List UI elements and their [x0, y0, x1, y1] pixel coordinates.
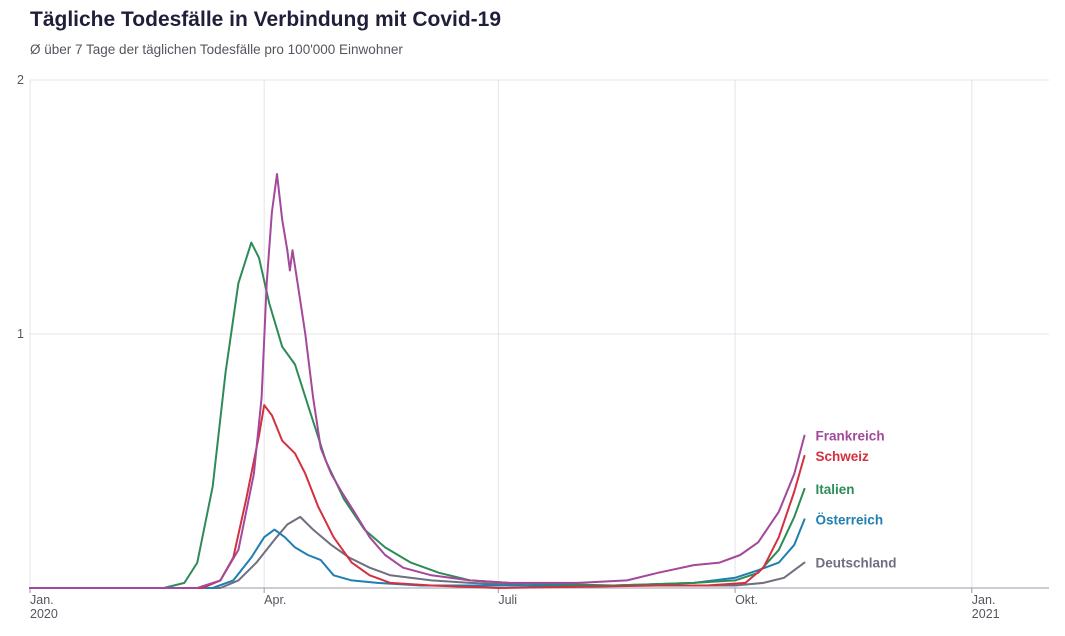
series-line-italien [29, 241, 806, 589]
x-tick-sublabel: 2020 [30, 607, 58, 621]
gridlines [29, 79, 1049, 588]
series-label-schweiz: Schweiz [816, 449, 870, 464]
x-tick-label: Jan. [972, 593, 996, 607]
series-lines [29, 173, 806, 589]
series-line-schweiz [29, 404, 806, 589]
y-tick-label: 2 [17, 73, 24, 87]
chart-subtitle: Ø über 7 Tage der täglichen Todesfälle p… [30, 42, 403, 57]
x-tick-label: Okt. [735, 593, 758, 607]
y-tick-label: 1 [17, 327, 24, 341]
series-label-deutschland: Deutschland [816, 556, 897, 571]
x-tick-label: Jan. [30, 593, 54, 607]
x-tick-sublabel: 2021 [972, 607, 1000, 621]
x-tick-label: Juli [498, 593, 517, 607]
chart-title: Tägliche Todesfälle in Verbindung mit Co… [30, 8, 502, 31]
series-line-frankreich [29, 173, 806, 589]
x-tick-label: Apr. [264, 593, 286, 607]
series-label-italien: Italien [816, 482, 855, 497]
series-line-deutschland [29, 515, 806, 589]
series-label-frankreich: Frankreich [816, 429, 885, 444]
series-line-österreich [29, 518, 806, 589]
series-label-österreich: Österreich [816, 512, 884, 527]
series-labels: Frankreich Schweiz Italien Österreich Deutsc… [816, 429, 897, 571]
